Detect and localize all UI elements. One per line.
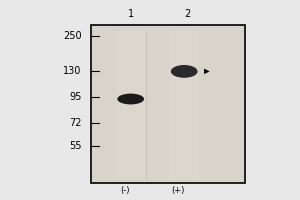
Text: 72: 72 <box>69 118 82 128</box>
Text: 2: 2 <box>184 9 190 19</box>
Bar <box>169 31 199 179</box>
Text: 250: 250 <box>63 31 82 41</box>
Text: (-): (-) <box>120 186 130 195</box>
Text: 130: 130 <box>63 66 82 76</box>
Text: 1: 1 <box>128 9 134 19</box>
Text: 95: 95 <box>69 92 82 102</box>
Ellipse shape <box>171 65 198 78</box>
Text: (+): (+) <box>172 186 185 195</box>
Bar <box>116 31 146 179</box>
Bar <box>91 25 245 183</box>
Text: 55: 55 <box>69 141 82 151</box>
Ellipse shape <box>117 94 144 104</box>
